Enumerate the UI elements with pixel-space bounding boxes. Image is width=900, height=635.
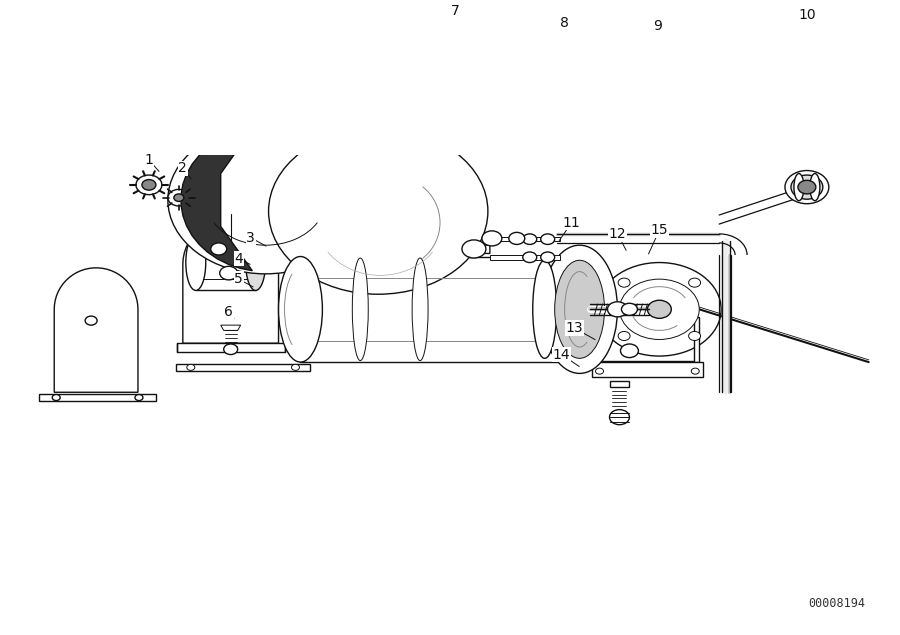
Text: 5: 5 bbox=[234, 272, 243, 286]
Circle shape bbox=[220, 266, 238, 280]
Circle shape bbox=[596, 368, 604, 374]
Ellipse shape bbox=[185, 235, 206, 290]
Text: 12: 12 bbox=[608, 227, 626, 241]
Circle shape bbox=[224, 344, 238, 354]
Circle shape bbox=[142, 180, 156, 190]
Circle shape bbox=[523, 252, 536, 262]
Circle shape bbox=[187, 364, 194, 370]
Circle shape bbox=[523, 234, 536, 244]
Polygon shape bbox=[220, 325, 240, 330]
Polygon shape bbox=[40, 394, 156, 401]
Text: 14: 14 bbox=[553, 347, 571, 361]
Ellipse shape bbox=[278, 257, 322, 362]
Ellipse shape bbox=[246, 235, 266, 290]
Circle shape bbox=[52, 394, 60, 401]
Circle shape bbox=[292, 364, 300, 370]
Text: 6: 6 bbox=[224, 305, 233, 319]
Ellipse shape bbox=[555, 257, 599, 362]
Circle shape bbox=[618, 331, 630, 340]
Polygon shape bbox=[181, 129, 252, 271]
Ellipse shape bbox=[810, 173, 820, 201]
Circle shape bbox=[462, 240, 486, 258]
Text: 13: 13 bbox=[566, 321, 583, 335]
Polygon shape bbox=[176, 364, 310, 371]
Polygon shape bbox=[490, 237, 560, 241]
Circle shape bbox=[211, 243, 227, 255]
Text: 9: 9 bbox=[652, 20, 662, 34]
Text: 11: 11 bbox=[562, 215, 580, 230]
Circle shape bbox=[168, 126, 364, 274]
Circle shape bbox=[482, 231, 502, 246]
Circle shape bbox=[620, 344, 638, 358]
Circle shape bbox=[541, 252, 554, 262]
Circle shape bbox=[541, 234, 554, 244]
Circle shape bbox=[136, 175, 162, 195]
Text: 10: 10 bbox=[798, 8, 815, 22]
Polygon shape bbox=[54, 268, 138, 392]
Circle shape bbox=[598, 262, 721, 356]
Ellipse shape bbox=[794, 173, 804, 201]
Text: 3: 3 bbox=[247, 231, 255, 244]
Circle shape bbox=[174, 194, 184, 201]
Circle shape bbox=[691, 368, 699, 374]
Circle shape bbox=[688, 278, 700, 287]
Polygon shape bbox=[490, 255, 560, 260]
Polygon shape bbox=[196, 234, 256, 290]
Ellipse shape bbox=[554, 260, 605, 358]
Circle shape bbox=[688, 331, 700, 340]
Text: 4: 4 bbox=[234, 251, 243, 266]
Ellipse shape bbox=[785, 171, 829, 204]
Polygon shape bbox=[216, 243, 490, 253]
Polygon shape bbox=[301, 257, 580, 362]
Polygon shape bbox=[176, 344, 284, 352]
Circle shape bbox=[619, 279, 699, 340]
Text: 7: 7 bbox=[451, 4, 459, 18]
Text: 15: 15 bbox=[651, 223, 668, 237]
Ellipse shape bbox=[798, 180, 816, 194]
Bar bbox=[591, 362, 703, 377]
Polygon shape bbox=[183, 219, 278, 344]
Circle shape bbox=[508, 232, 525, 244]
Circle shape bbox=[135, 394, 143, 401]
Circle shape bbox=[268, 128, 488, 294]
Circle shape bbox=[86, 316, 97, 325]
Text: 8: 8 bbox=[560, 16, 569, 30]
Circle shape bbox=[168, 189, 190, 206]
Ellipse shape bbox=[412, 258, 428, 361]
Circle shape bbox=[608, 302, 627, 317]
Ellipse shape bbox=[352, 258, 368, 361]
Polygon shape bbox=[595, 317, 699, 366]
Text: 2: 2 bbox=[178, 161, 187, 175]
Text: 1: 1 bbox=[145, 153, 153, 167]
Polygon shape bbox=[609, 381, 629, 387]
Ellipse shape bbox=[791, 175, 823, 199]
Ellipse shape bbox=[542, 245, 617, 373]
Text: 00008194: 00008194 bbox=[808, 597, 865, 610]
Ellipse shape bbox=[533, 260, 557, 358]
Circle shape bbox=[647, 300, 671, 318]
Circle shape bbox=[609, 410, 629, 425]
Circle shape bbox=[622, 304, 637, 316]
Circle shape bbox=[618, 278, 630, 287]
